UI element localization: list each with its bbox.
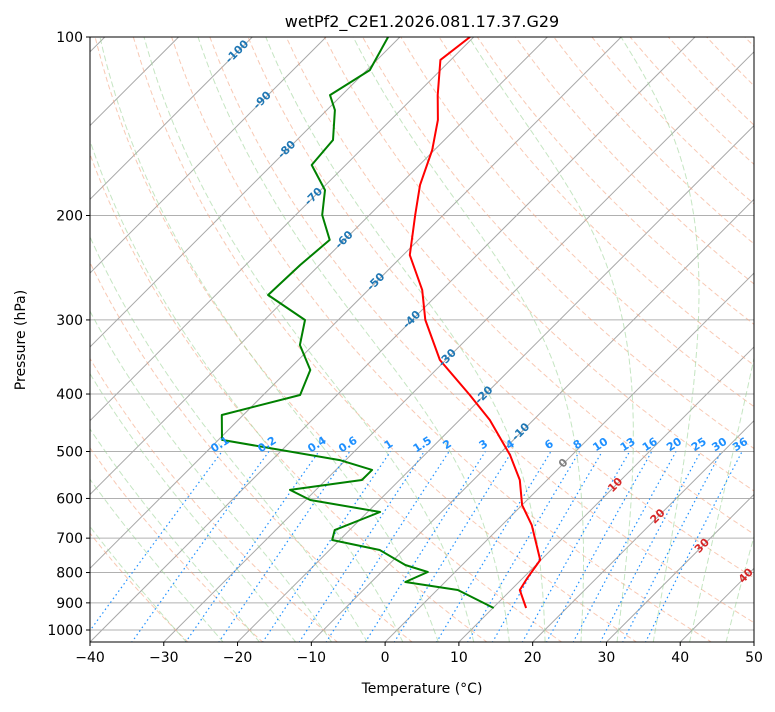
isotherm-line — [163, 37, 769, 643]
x-tick-label: 20 — [524, 650, 542, 666]
moist-adiabat-line — [3, 37, 332, 643]
moist-adiabat-line — [726, 37, 775, 643]
x-tick-label: 30 — [598, 650, 616, 666]
dry-adiabat-line — [592, 37, 775, 643]
dry-adiabat-line — [172, 37, 713, 643]
mixing-ratio-label: 1 — [382, 437, 396, 452]
y-tick-label: 700 — [56, 531, 83, 547]
x-tick-label: −40 — [75, 650, 105, 666]
y-tick-label: 500 — [56, 444, 83, 460]
y-tick-label: 1000 — [47, 623, 83, 639]
x-tick-label: −30 — [149, 650, 179, 666]
isotherm-line — [680, 37, 775, 643]
x-tick-label: −20 — [223, 650, 253, 666]
mixing-ratio-label: 1.5 — [411, 434, 434, 456]
dry-adiabat-line — [707, 37, 775, 643]
isotherm-line — [385, 37, 775, 643]
background-lines — [0, 37, 775, 643]
dry-adiabat-line — [57, 37, 488, 643]
mixing-ratio-line — [326, 452, 449, 643]
mixing-ratio-line — [219, 452, 350, 643]
y-tick-label: 100 — [56, 30, 83, 46]
isotherm-label: -70 — [302, 185, 325, 208]
isotherm-label: -80 — [275, 138, 298, 161]
mixing-ratio-line — [573, 452, 676, 643]
isotherm-label: -30 — [436, 346, 459, 369]
mixing-ratio-line — [394, 452, 512, 643]
plot-frame — [90, 37, 754, 642]
y-tick-label: 600 — [56, 491, 83, 507]
moist-adiabat-line — [31, 37, 367, 643]
x-tick-label: 40 — [671, 650, 689, 666]
mixing-ratio-line — [263, 452, 391, 643]
isotherm-line — [753, 37, 775, 643]
dry-adiabat-line — [668, 37, 775, 643]
y-tick-label: 300 — [56, 313, 83, 329]
mixing-ratio-line — [546, 452, 651, 643]
isotherm-label: -50 — [364, 270, 387, 293]
x-tick-label: 0 — [381, 650, 390, 666]
x-tick-label: −10 — [297, 650, 327, 666]
mixing-ratio-line — [81, 452, 222, 643]
x-axis-label: Temperature (°C) — [361, 681, 483, 697]
mixing-ratio-label: 0.6 — [336, 434, 360, 456]
x-tick-label: 10 — [450, 650, 468, 666]
y-tick-label: 800 — [56, 566, 83, 582]
isotherm-line — [0, 37, 326, 643]
isotherm-line — [16, 37, 622, 643]
dry-adiabat-line — [439, 37, 775, 643]
dry-adiabat-line — [477, 37, 775, 643]
x-tick-label: 50 — [745, 650, 763, 666]
isotherm-line — [237, 37, 775, 643]
isotherm-label: 20 — [648, 506, 668, 526]
y-tick-label: 900 — [56, 596, 83, 612]
isotherm-label: -10 — [509, 420, 532, 443]
moist-adiabat-line — [469, 37, 633, 643]
chart-title: wetPf2_C2E1.2026.081.17.37.G29 — [285, 12, 559, 32]
dry-adiabat-line — [19, 37, 413, 643]
dry-adiabat-line — [0, 37, 338, 643]
isotherm-label: 10 — [605, 475, 625, 495]
dry-adiabat-line — [363, 37, 775, 643]
moist-adiabat-line — [0, 37, 224, 643]
isotherm-line — [458, 37, 775, 643]
isotherm-line — [0, 37, 474, 643]
y-tick-label: 400 — [56, 387, 83, 403]
moist-adiabat-line — [63, 37, 403, 643]
isotherm-label: 40 — [736, 565, 756, 585]
isotherm-line — [311, 37, 775, 643]
mixing-ratio-line — [436, 452, 551, 643]
isotherm-line — [0, 37, 547, 643]
isotherm-line — [532, 37, 775, 643]
y-tick-label: 200 — [56, 209, 83, 225]
isotherm-line — [89, 37, 695, 643]
dry-adiabat-line — [554, 37, 775, 643]
mixing-ratio-label: 0.4 — [305, 434, 329, 456]
mixing-ratio-label: 6 — [542, 437, 556, 452]
mixing-ratio-label: 2 — [440, 437, 454, 452]
mixing-ratio-label: 3 — [477, 437, 491, 452]
moist-adiabat-line — [0, 37, 260, 643]
moist-adiabat-line — [100, 37, 438, 643]
isotherm-line — [0, 37, 400, 643]
profile-lines — [222, 37, 540, 608]
dry-adiabat-line — [0, 37, 263, 643]
mixing-ratio-label: 0.1 — [208, 434, 231, 456]
y-axis-label: Pressure (hPa) — [13, 290, 29, 390]
dry-adiabat-line — [133, 37, 637, 643]
mixing-ratio-label: 0.2 — [255, 434, 278, 456]
